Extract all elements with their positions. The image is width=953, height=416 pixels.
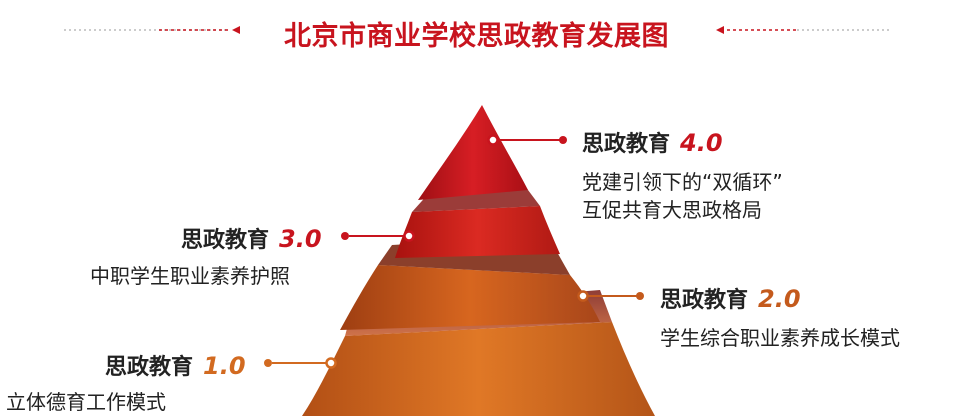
header: 北京市商业学校思政教育发展图 [0, 0, 953, 60]
title-decoration-left [64, 26, 240, 34]
connector-2 [577, 290, 644, 302]
level-4-description: 党建引领下的“双循环” 互促共育大思政格局 [582, 168, 783, 224]
level-4-desc-line-2: 互促共育大思政格局 [582, 198, 762, 222]
level-3-desc-line-1: 中职学生职业素养护照 [90, 264, 290, 288]
connector-3 [341, 230, 415, 242]
level-1-prefix: 思政教育 [105, 355, 194, 380]
level-2-desc-line-1: 学生综合职业素养成长模式 [660, 326, 900, 350]
pyramid-tier-2 [340, 265, 600, 330]
pyramid-tier-3 [395, 206, 560, 258]
level-3-description: 中职学生职业素养护照 [90, 262, 290, 290]
level-1-desc-line-1: 立体德育工作模式 [6, 390, 166, 414]
level-1-version: 1.0 [203, 352, 246, 380]
title-decoration-right [716, 26, 892, 34]
level-2-prefix: 思政教育 [660, 288, 749, 313]
level-4-desc-line-1: 党建引领下的“双循环” [582, 170, 783, 194]
level-4-title: 思政教育 4.0 [582, 126, 723, 158]
level-2-title: 思政教育 2.0 [660, 282, 801, 314]
pyramid-tier-4 [418, 105, 528, 200]
level-3-prefix: 思政教育 [181, 228, 270, 253]
level-1-description: 立体德育工作模式 [6, 388, 166, 416]
level-2-description: 学生综合职业素养成长模式 [660, 324, 900, 352]
level-4-prefix: 思政教育 [582, 132, 671, 157]
pyramid-tier-1 [302, 322, 655, 416]
level-3-version: 3.0 [279, 225, 322, 253]
connector-4 [487, 134, 567, 146]
page-title: 北京市商业学校思政教育发展图 [284, 21, 669, 52]
level-1-title: 思政教育 1.0 [105, 349, 246, 381]
connector-1 [264, 357, 337, 369]
level-3-title: 思政教育 3.0 [181, 222, 322, 254]
level-4-version: 4.0 [680, 129, 723, 157]
level-2-version: 2.0 [758, 285, 801, 313]
